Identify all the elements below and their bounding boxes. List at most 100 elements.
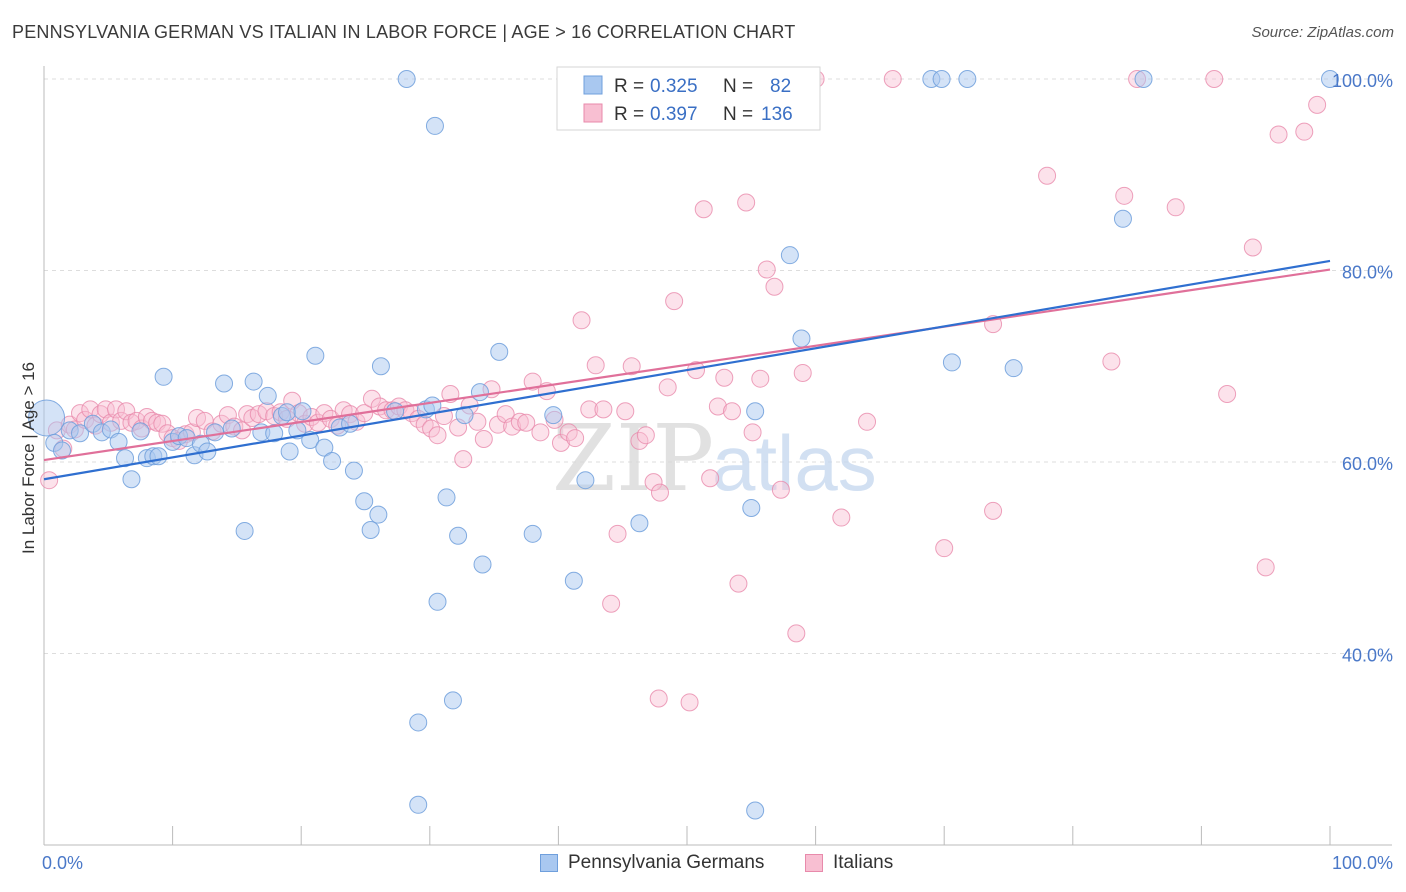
- trend-line-pennsylvania-germans: [43, 259, 1331, 481]
- data-point-pennsylvania-germans: [215, 374, 234, 393]
- data-point-pennsylvania-germans: [371, 357, 390, 376]
- data-point-pennsylvania-germans: [564, 571, 583, 590]
- data-point-italians: [793, 363, 812, 382]
- data-point-italians: [580, 400, 599, 419]
- data-point-pennsylvania-germans: [958, 70, 977, 88]
- data-point-italians: [1295, 122, 1314, 141]
- data-point-italians: [616, 402, 635, 421]
- series-legend: Pennsylvania Germans Italians: [0, 852, 1406, 878]
- data-point-pennsylvania-germans: [323, 452, 342, 471]
- data-point-pennsylvania-germans: [278, 403, 297, 422]
- data-point-italians: [757, 260, 776, 279]
- legend-n-label: N =: [723, 104, 753, 125]
- axes: [43, 66, 1392, 846]
- data-point-pennsylvania-germans: [131, 422, 150, 441]
- data-point-pennsylvania-germans: [344, 461, 363, 480]
- data-point-italians: [649, 689, 668, 708]
- data-point-pennsylvania-germans: [409, 713, 428, 732]
- data-point-italians: [832, 508, 851, 527]
- legend-r-value: 0.325: [650, 76, 698, 97]
- data-point-pennsylvania-germans: [280, 442, 299, 461]
- data-point-pennsylvania-germans: [315, 438, 334, 457]
- data-point-pennsylvania-germans: [1321, 70, 1339, 88]
- data-point-pennsylvania-germans: [258, 386, 277, 405]
- legend-swatch: [805, 854, 823, 872]
- legend-swatch: [540, 854, 558, 872]
- data-point-italians: [1269, 125, 1288, 144]
- data-point-italians: [636, 426, 655, 445]
- italians-points: [40, 70, 1327, 712]
- data-point-italians: [96, 400, 115, 419]
- data-point-pennsylvania-germans: [397, 70, 416, 88]
- data-point-pennsylvania-germans: [154, 367, 173, 386]
- data-point-pennsylvania-germans: [222, 419, 241, 438]
- data-point-pennsylvania-germans: [116, 449, 135, 468]
- data-point-pennsylvania-germans: [122, 470, 141, 489]
- source-label: Source: ZipAtlas.com: [1251, 24, 1394, 41]
- data-point-pennsylvania-germans: [409, 795, 428, 814]
- legend-label: Pennsylvania Germans: [568, 852, 765, 873]
- data-point-italians: [1243, 238, 1262, 257]
- chart-title: PENNSYLVANIA GERMAN VS ITALIAN IN LABOR …: [12, 22, 796, 42]
- legend-item-pennsylvania-germans: Pennsylvania Germans: [540, 852, 764, 874]
- data-point-italians: [586, 356, 605, 375]
- data-point-italians: [602, 594, 621, 613]
- data-point-italians: [474, 430, 493, 449]
- data-point-italians: [40, 471, 59, 490]
- data-point-italians: [680, 693, 699, 712]
- watermark: ZIP atlas: [552, 405, 877, 512]
- data-point-italians: [1308, 95, 1327, 114]
- data-point-italians: [1115, 186, 1134, 205]
- data-point-pennsylvania-germans: [53, 441, 72, 460]
- data-point-italians: [751, 369, 770, 388]
- data-point-italians: [1166, 198, 1185, 217]
- data-point-italians: [523, 372, 542, 391]
- data-point-italians: [454, 450, 473, 469]
- legend-n-value: 82: [770, 76, 791, 97]
- data-point-pennsylvania-germans: [630, 514, 649, 533]
- data-point-italians: [153, 414, 172, 433]
- data-point-italians: [488, 415, 507, 434]
- data-point-italians: [608, 524, 627, 543]
- data-point-italians: [737, 193, 756, 212]
- legend-label: Italians: [833, 852, 894, 873]
- data-point-pennsylvania-germans: [1004, 359, 1023, 378]
- y-tick-label: 40.0%: [1342, 646, 1393, 666]
- x-tick-label: 100.0%: [1332, 853, 1393, 873]
- data-point-italians: [701, 469, 720, 488]
- data-point-italians: [650, 483, 669, 502]
- legend-swatch-blue: [583, 75, 603, 95]
- data-point-italians: [572, 311, 591, 330]
- watermark-zip: ZIP: [552, 405, 714, 512]
- data-point-italians: [362, 389, 381, 408]
- data-point-pennsylvania-germans: [293, 402, 312, 421]
- data-point-pennsylvania-germans: [428, 592, 447, 611]
- data-point-pennsylvania-germans: [437, 488, 456, 507]
- data-point-italians: [1205, 70, 1224, 88]
- data-point-italians: [428, 426, 447, 445]
- data-point-italians: [422, 419, 441, 438]
- data-point-pennsylvania-germans: [455, 406, 474, 425]
- data-point-italians: [594, 400, 613, 419]
- data-point-italians: [1256, 558, 1275, 577]
- data-point-pennsylvania-germans: [1134, 70, 1153, 88]
- data-point-pennsylvania-germans: [149, 447, 168, 466]
- data-point-italians: [531, 423, 550, 442]
- data-point-pennsylvania-germans: [341, 414, 360, 433]
- data-point-pennsylvania-germans: [470, 383, 489, 402]
- data-point-pennsylvania-germans: [265, 424, 284, 443]
- data-point-pennsylvania-germans: [361, 520, 380, 539]
- x-tick-label: 0.0%: [42, 853, 83, 873]
- data-point-pennsylvania-germans: [109, 432, 128, 451]
- data-point-italians: [787, 624, 806, 643]
- data-point-italians: [729, 574, 748, 593]
- data-point-italians: [517, 413, 536, 432]
- legend-item-italians: Italians: [805, 852, 893, 874]
- data-point-pennsylvania-germans: [523, 524, 542, 543]
- data-point-pennsylvania-germans: [473, 555, 492, 574]
- data-point-pennsylvania-germans: [742, 498, 761, 517]
- data-point-italians: [708, 397, 727, 416]
- data-point-pennsylvania-germans: [28, 399, 66, 437]
- data-point-italians: [1218, 385, 1237, 404]
